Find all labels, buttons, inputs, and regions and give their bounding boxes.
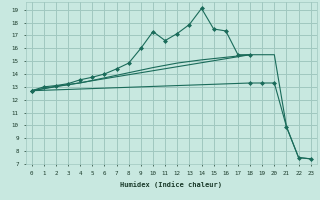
X-axis label: Humidex (Indice chaleur): Humidex (Indice chaleur) — [120, 182, 222, 188]
